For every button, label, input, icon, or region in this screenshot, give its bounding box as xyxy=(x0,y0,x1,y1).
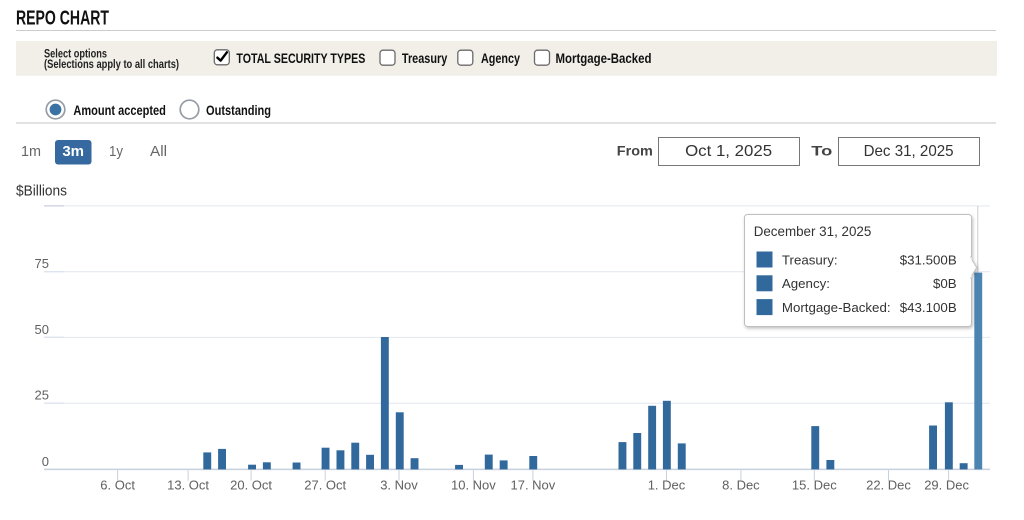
svg-text:TOTAL SECURITY TYPES: TOTAL SECURITY TYPES xyxy=(236,50,365,66)
svg-text:75: 75 xyxy=(35,256,49,271)
svg-text:$43.100B: $43.100B xyxy=(900,300,957,315)
svg-text:27. Oct: 27. Oct xyxy=(304,478,346,493)
svg-text:Dec 31, 2025: Dec 31, 2025 xyxy=(864,143,954,160)
svg-text:1y: 1y xyxy=(109,143,123,160)
svg-text:15. Dec: 15. Dec xyxy=(792,478,837,493)
svg-text:From: From xyxy=(617,142,653,158)
svg-text:3m: 3m xyxy=(62,143,84,160)
svg-text:Outstanding: Outstanding xyxy=(206,102,271,118)
svg-text:Agency:: Agency: xyxy=(782,276,830,291)
svg-text:13. Oct: 13. Oct xyxy=(167,478,209,493)
svg-text:December 31, 2025: December 31, 2025 xyxy=(754,224,872,239)
svg-text:6. Oct: 6. Oct xyxy=(100,478,135,493)
svg-text:Select options: Select options xyxy=(44,49,107,61)
svg-text:Agency: Agency xyxy=(481,50,520,66)
svg-text:Amount accepted: Amount accepted xyxy=(73,102,165,118)
svg-text:3. Nov: 3. Nov xyxy=(380,478,418,493)
svg-text:$31.500B: $31.500B xyxy=(900,252,957,267)
svg-text:$0B: $0B xyxy=(933,276,957,291)
svg-text:To: To xyxy=(811,142,832,158)
svg-text:50: 50 xyxy=(35,322,49,337)
svg-text:(Selections apply to all chart: (Selections apply to all charts) xyxy=(44,59,179,71)
svg-text:1. Dec: 1. Dec xyxy=(648,478,686,493)
svg-text:1m: 1m xyxy=(21,143,41,160)
svg-text:$Billions: $Billions xyxy=(16,184,67,200)
svg-text:10. Nov: 10. Nov xyxy=(451,478,496,493)
svg-text:Treasury:: Treasury: xyxy=(782,252,838,267)
svg-text:Mortgage-Backed: Mortgage-Backed xyxy=(556,50,652,66)
svg-text:20. Oct: 20. Oct xyxy=(230,478,272,493)
svg-text:Mortgage-Backed:: Mortgage-Backed: xyxy=(782,300,891,315)
svg-text:29. Dec: 29. Dec xyxy=(924,478,969,493)
svg-text:All: All xyxy=(150,143,167,160)
svg-text:25: 25 xyxy=(35,388,49,403)
svg-text:22. Dec: 22. Dec xyxy=(866,478,911,493)
svg-text:0: 0 xyxy=(42,454,49,469)
svg-text:8. Dec: 8. Dec xyxy=(722,478,760,493)
svg-text:Oct 1, 2025: Oct 1, 2025 xyxy=(685,143,772,160)
svg-text:17. Nov: 17. Nov xyxy=(510,478,555,493)
svg-text:Treasury: Treasury xyxy=(402,50,448,66)
svg-text:REPO CHART: REPO CHART xyxy=(16,7,109,29)
